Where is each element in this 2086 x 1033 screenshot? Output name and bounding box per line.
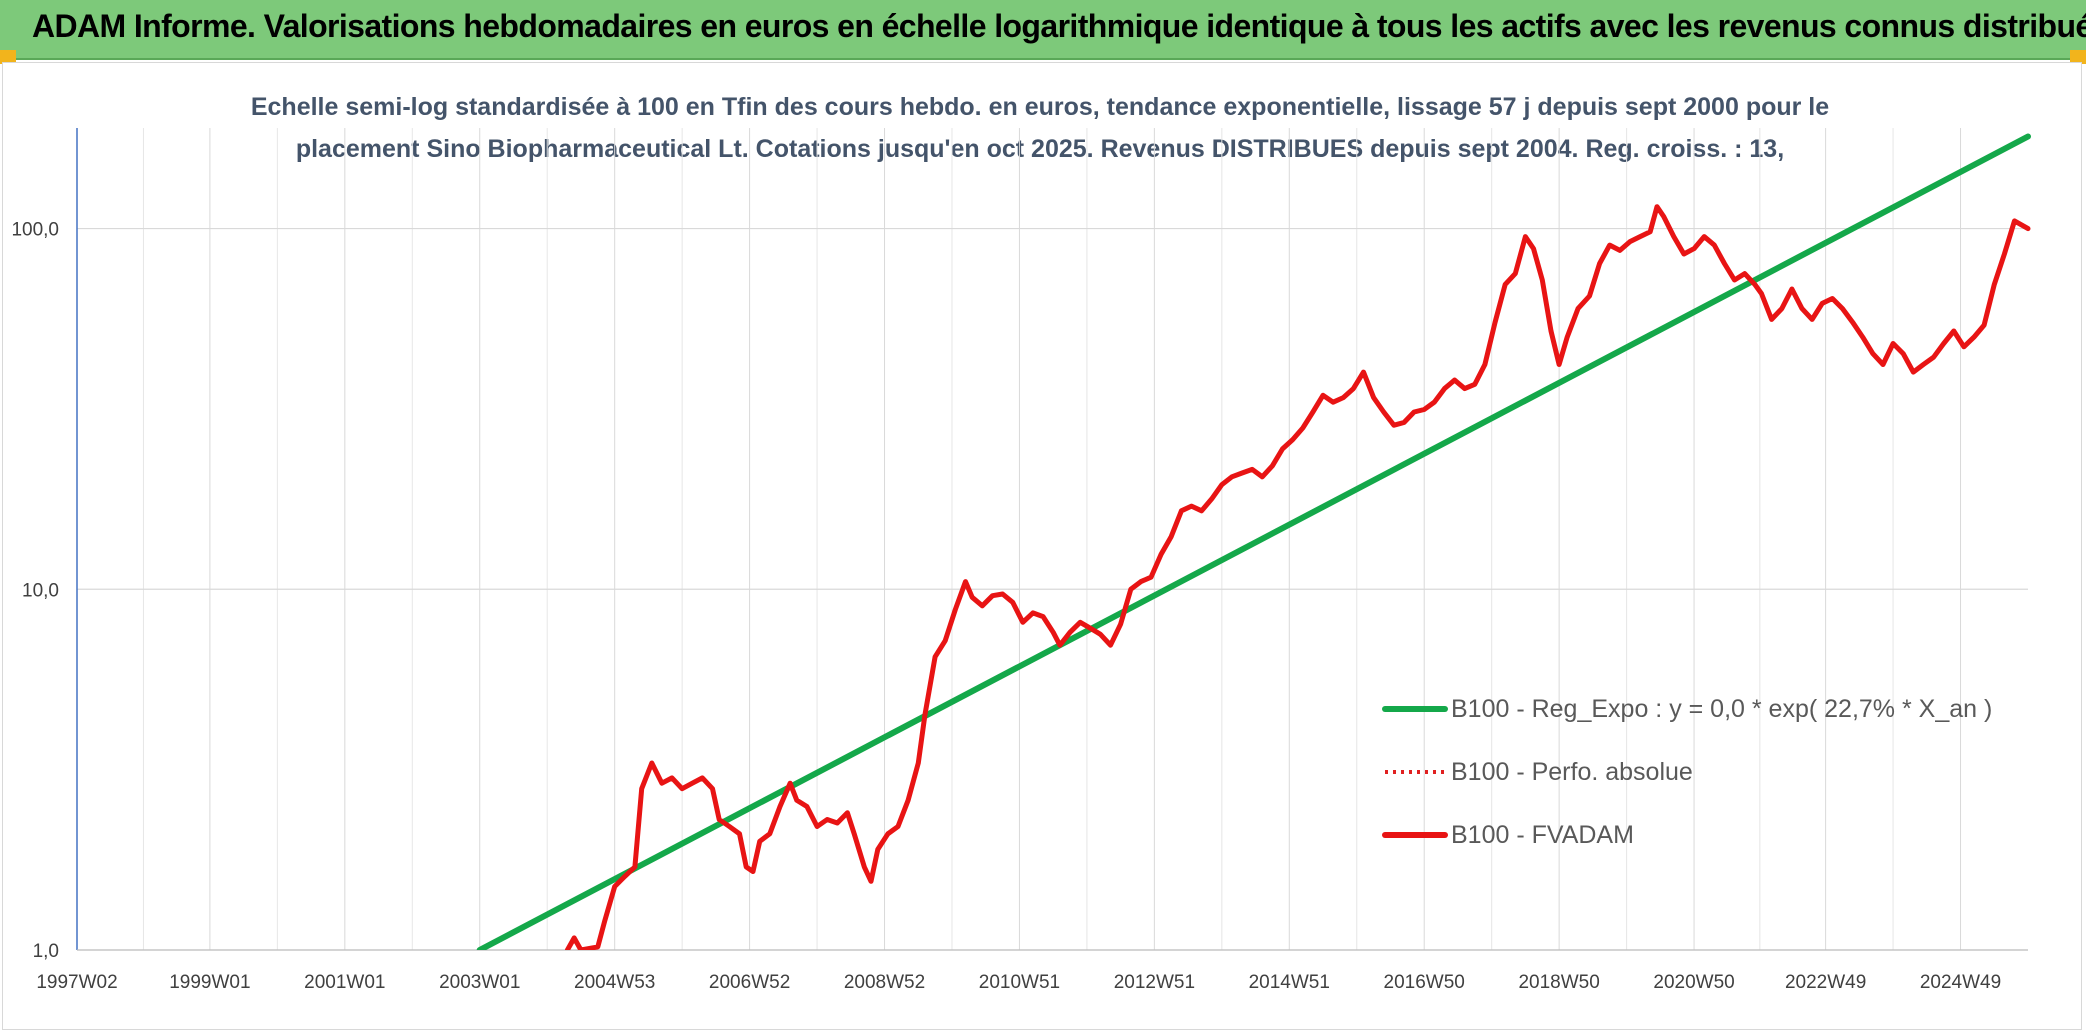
corner-marker-left [0, 50, 16, 64]
legend-label: B100 - Reg_Expo : y = 0,0 * exp( 22,7% *… [1451, 695, 1992, 723]
legend-label: B100 - FVADAM [1451, 821, 1634, 849]
fvadam-line [564, 204, 2031, 950]
page-title: ADAM Informe. Valorisations hebdomadaire… [32, 8, 2086, 44]
header-banner: ADAM Informe. Valorisations hebdomadaire… [0, 0, 2086, 60]
corner-marker-right [2070, 50, 2086, 64]
chart-title-line: Echelle semi-log standardisée à 100 en T… [251, 93, 1829, 121]
x-tick-label: 2006W52 [709, 972, 790, 993]
chart-title-line: placement Sino Biopharmaceutical Lt. Cot… [296, 135, 1784, 163]
x-tick-label: 2016W50 [1384, 972, 1465, 993]
x-tick-label: 2024W49 [1920, 972, 2001, 993]
x-tick-label: 2004W53 [574, 972, 655, 993]
x-tick-label: 2018W50 [1518, 972, 1599, 993]
x-tick-label: 2010W51 [979, 972, 1060, 993]
regression-line [476, 133, 2031, 950]
x-tick-label: 2008W52 [844, 972, 925, 993]
x-tick-label: 2014W51 [1249, 972, 1330, 993]
x-tick-label: 2022W49 [1785, 972, 1866, 993]
x-tick-label: 2012W51 [1114, 972, 1195, 993]
legend-label: B100 - Perfo. absolue [1451, 758, 1693, 786]
y-tick-label: 100,0 [11, 220, 59, 241]
x-tick-label: 2001W01 [304, 972, 385, 993]
y-tick-label: 1,0 [33, 941, 59, 962]
x-tick-label: 2020W50 [1653, 972, 1734, 993]
y-tick-label: 10,0 [22, 580, 59, 601]
x-tick-label: 1997W02 [36, 972, 117, 993]
x-tick-label: 2003W01 [439, 972, 520, 993]
chart-frame [2, 62, 2082, 1030]
x-tick-label: 1999W01 [169, 972, 250, 993]
